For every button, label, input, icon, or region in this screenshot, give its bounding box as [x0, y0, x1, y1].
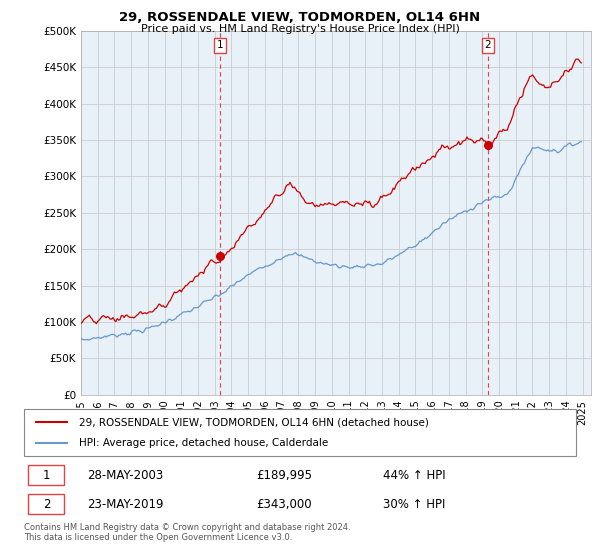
Text: This data is licensed under the Open Government Licence v3.0.: This data is licensed under the Open Gov… — [24, 533, 292, 542]
Text: 1: 1 — [43, 469, 50, 482]
Text: 2: 2 — [43, 498, 50, 511]
Text: HPI: Average price, detached house, Calderdale: HPI: Average price, detached house, Cald… — [79, 438, 328, 448]
Text: 30% ↑ HPI: 30% ↑ HPI — [383, 498, 445, 511]
Text: 1: 1 — [217, 40, 224, 50]
FancyBboxPatch shape — [24, 409, 576, 456]
Text: 29, ROSSENDALE VIEW, TODMORDEN, OL14 6HN (detached house): 29, ROSSENDALE VIEW, TODMORDEN, OL14 6HN… — [79, 417, 429, 427]
FancyBboxPatch shape — [28, 494, 64, 515]
Text: £343,000: £343,000 — [256, 498, 311, 511]
Text: 44% ↑ HPI: 44% ↑ HPI — [383, 469, 445, 482]
Text: 29, ROSSENDALE VIEW, TODMORDEN, OL14 6HN: 29, ROSSENDALE VIEW, TODMORDEN, OL14 6HN — [119, 11, 481, 24]
Text: Price paid vs. HM Land Registry's House Price Index (HPI): Price paid vs. HM Land Registry's House … — [140, 24, 460, 34]
FancyBboxPatch shape — [28, 465, 64, 485]
Text: £189,995: £189,995 — [256, 469, 312, 482]
Text: 2: 2 — [485, 40, 491, 50]
Text: 23-MAY-2019: 23-MAY-2019 — [88, 498, 164, 511]
Text: Contains HM Land Registry data © Crown copyright and database right 2024.: Contains HM Land Registry data © Crown c… — [24, 523, 350, 532]
Text: 28-MAY-2003: 28-MAY-2003 — [88, 469, 164, 482]
